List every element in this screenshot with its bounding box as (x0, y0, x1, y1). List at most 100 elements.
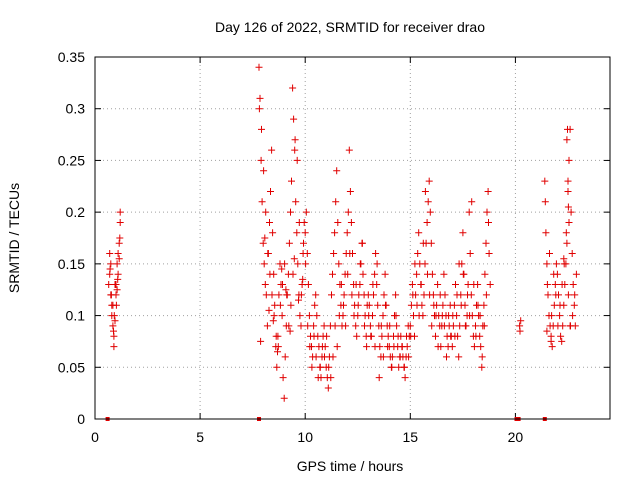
data-point (432, 312, 440, 320)
data-point (263, 322, 271, 330)
data-point (256, 94, 264, 102)
data-point (476, 312, 484, 320)
data-point (302, 260, 310, 268)
data-point (562, 229, 570, 237)
data-point (115, 255, 123, 263)
data-point (394, 332, 402, 340)
data-point (332, 198, 340, 206)
data-point (556, 301, 564, 309)
data-point (320, 322, 328, 330)
data-point (266, 270, 274, 278)
data-point (257, 337, 265, 345)
data-point (465, 208, 473, 216)
data-point (358, 239, 366, 247)
data-point (563, 136, 571, 144)
data-point (398, 343, 406, 351)
data-point (546, 250, 553, 257)
data-point (107, 260, 115, 268)
data-point (107, 291, 115, 299)
data-point (449, 312, 457, 320)
data-point (552, 291, 560, 299)
data-point (328, 291, 335, 299)
data-point (372, 250, 380, 257)
data-point (288, 177, 295, 185)
data-point (268, 146, 276, 154)
data-point (313, 312, 321, 320)
data-point (569, 281, 577, 288)
data-point (428, 322, 436, 330)
data-point (267, 188, 274, 195)
data-point (321, 353, 328, 361)
data-point (291, 136, 299, 144)
data-point (258, 125, 265, 133)
data-point (484, 188, 492, 195)
data-point (298, 281, 306, 288)
data-point (560, 255, 568, 263)
data-point (353, 332, 361, 340)
data-point (556, 312, 564, 320)
data-point (415, 229, 423, 237)
data-point (373, 260, 381, 268)
data-point (421, 260, 429, 268)
data-point (308, 363, 316, 371)
data-point (478, 363, 486, 371)
data-point (480, 322, 488, 330)
data-point (563, 239, 571, 247)
data-point (316, 363, 324, 371)
data-point (413, 301, 421, 309)
data-point (434, 281, 442, 288)
y-tick-label: 0.05 (58, 359, 85, 375)
data-point (478, 353, 486, 361)
data-point (426, 208, 434, 216)
data-point (310, 332, 318, 340)
y-tick-label: 0.35 (58, 49, 85, 65)
data-point (377, 322, 385, 330)
x-axis-title: GPS time / hours (297, 458, 404, 474)
data-point (265, 306, 273, 314)
data-point (417, 281, 425, 288)
data-point (280, 394, 288, 402)
data-point (359, 270, 367, 278)
data-point (110, 312, 118, 320)
data-point (269, 317, 277, 325)
y-tick-label: 0 (77, 411, 85, 427)
data-point (482, 239, 490, 247)
data-point (367, 332, 375, 340)
data-point (554, 322, 562, 330)
data-point (567, 208, 575, 216)
data-point (472, 332, 480, 340)
data-point (400, 363, 408, 371)
data-point (115, 239, 123, 247)
data-point (371, 343, 379, 351)
data-point (347, 219, 355, 226)
data-point (390, 343, 398, 351)
data-point (261, 234, 269, 242)
data-point (350, 312, 358, 320)
data-point (105, 281, 113, 288)
data-point (386, 322, 394, 330)
data-point (356, 260, 364, 268)
data-point (379, 312, 387, 320)
data-point (311, 301, 319, 309)
data-point (483, 208, 491, 216)
data-point (340, 291, 348, 299)
data-point (266, 219, 273, 226)
data-point (459, 270, 467, 278)
y-tick-label: 0.1 (66, 308, 86, 324)
data-point (369, 281, 377, 288)
data-point (329, 270, 336, 278)
data-point (330, 250, 338, 257)
data-point (457, 301, 465, 309)
data-point (392, 312, 400, 320)
data-point (544, 291, 552, 299)
data-point (569, 312, 577, 320)
data-point (303, 250, 311, 257)
data-point (564, 188, 572, 195)
data-point (112, 301, 120, 309)
data-point (434, 343, 442, 351)
data-point (295, 219, 303, 226)
data-point (314, 374, 322, 382)
data-point (485, 250, 493, 257)
data-point (305, 312, 313, 320)
data-point (436, 291, 444, 299)
